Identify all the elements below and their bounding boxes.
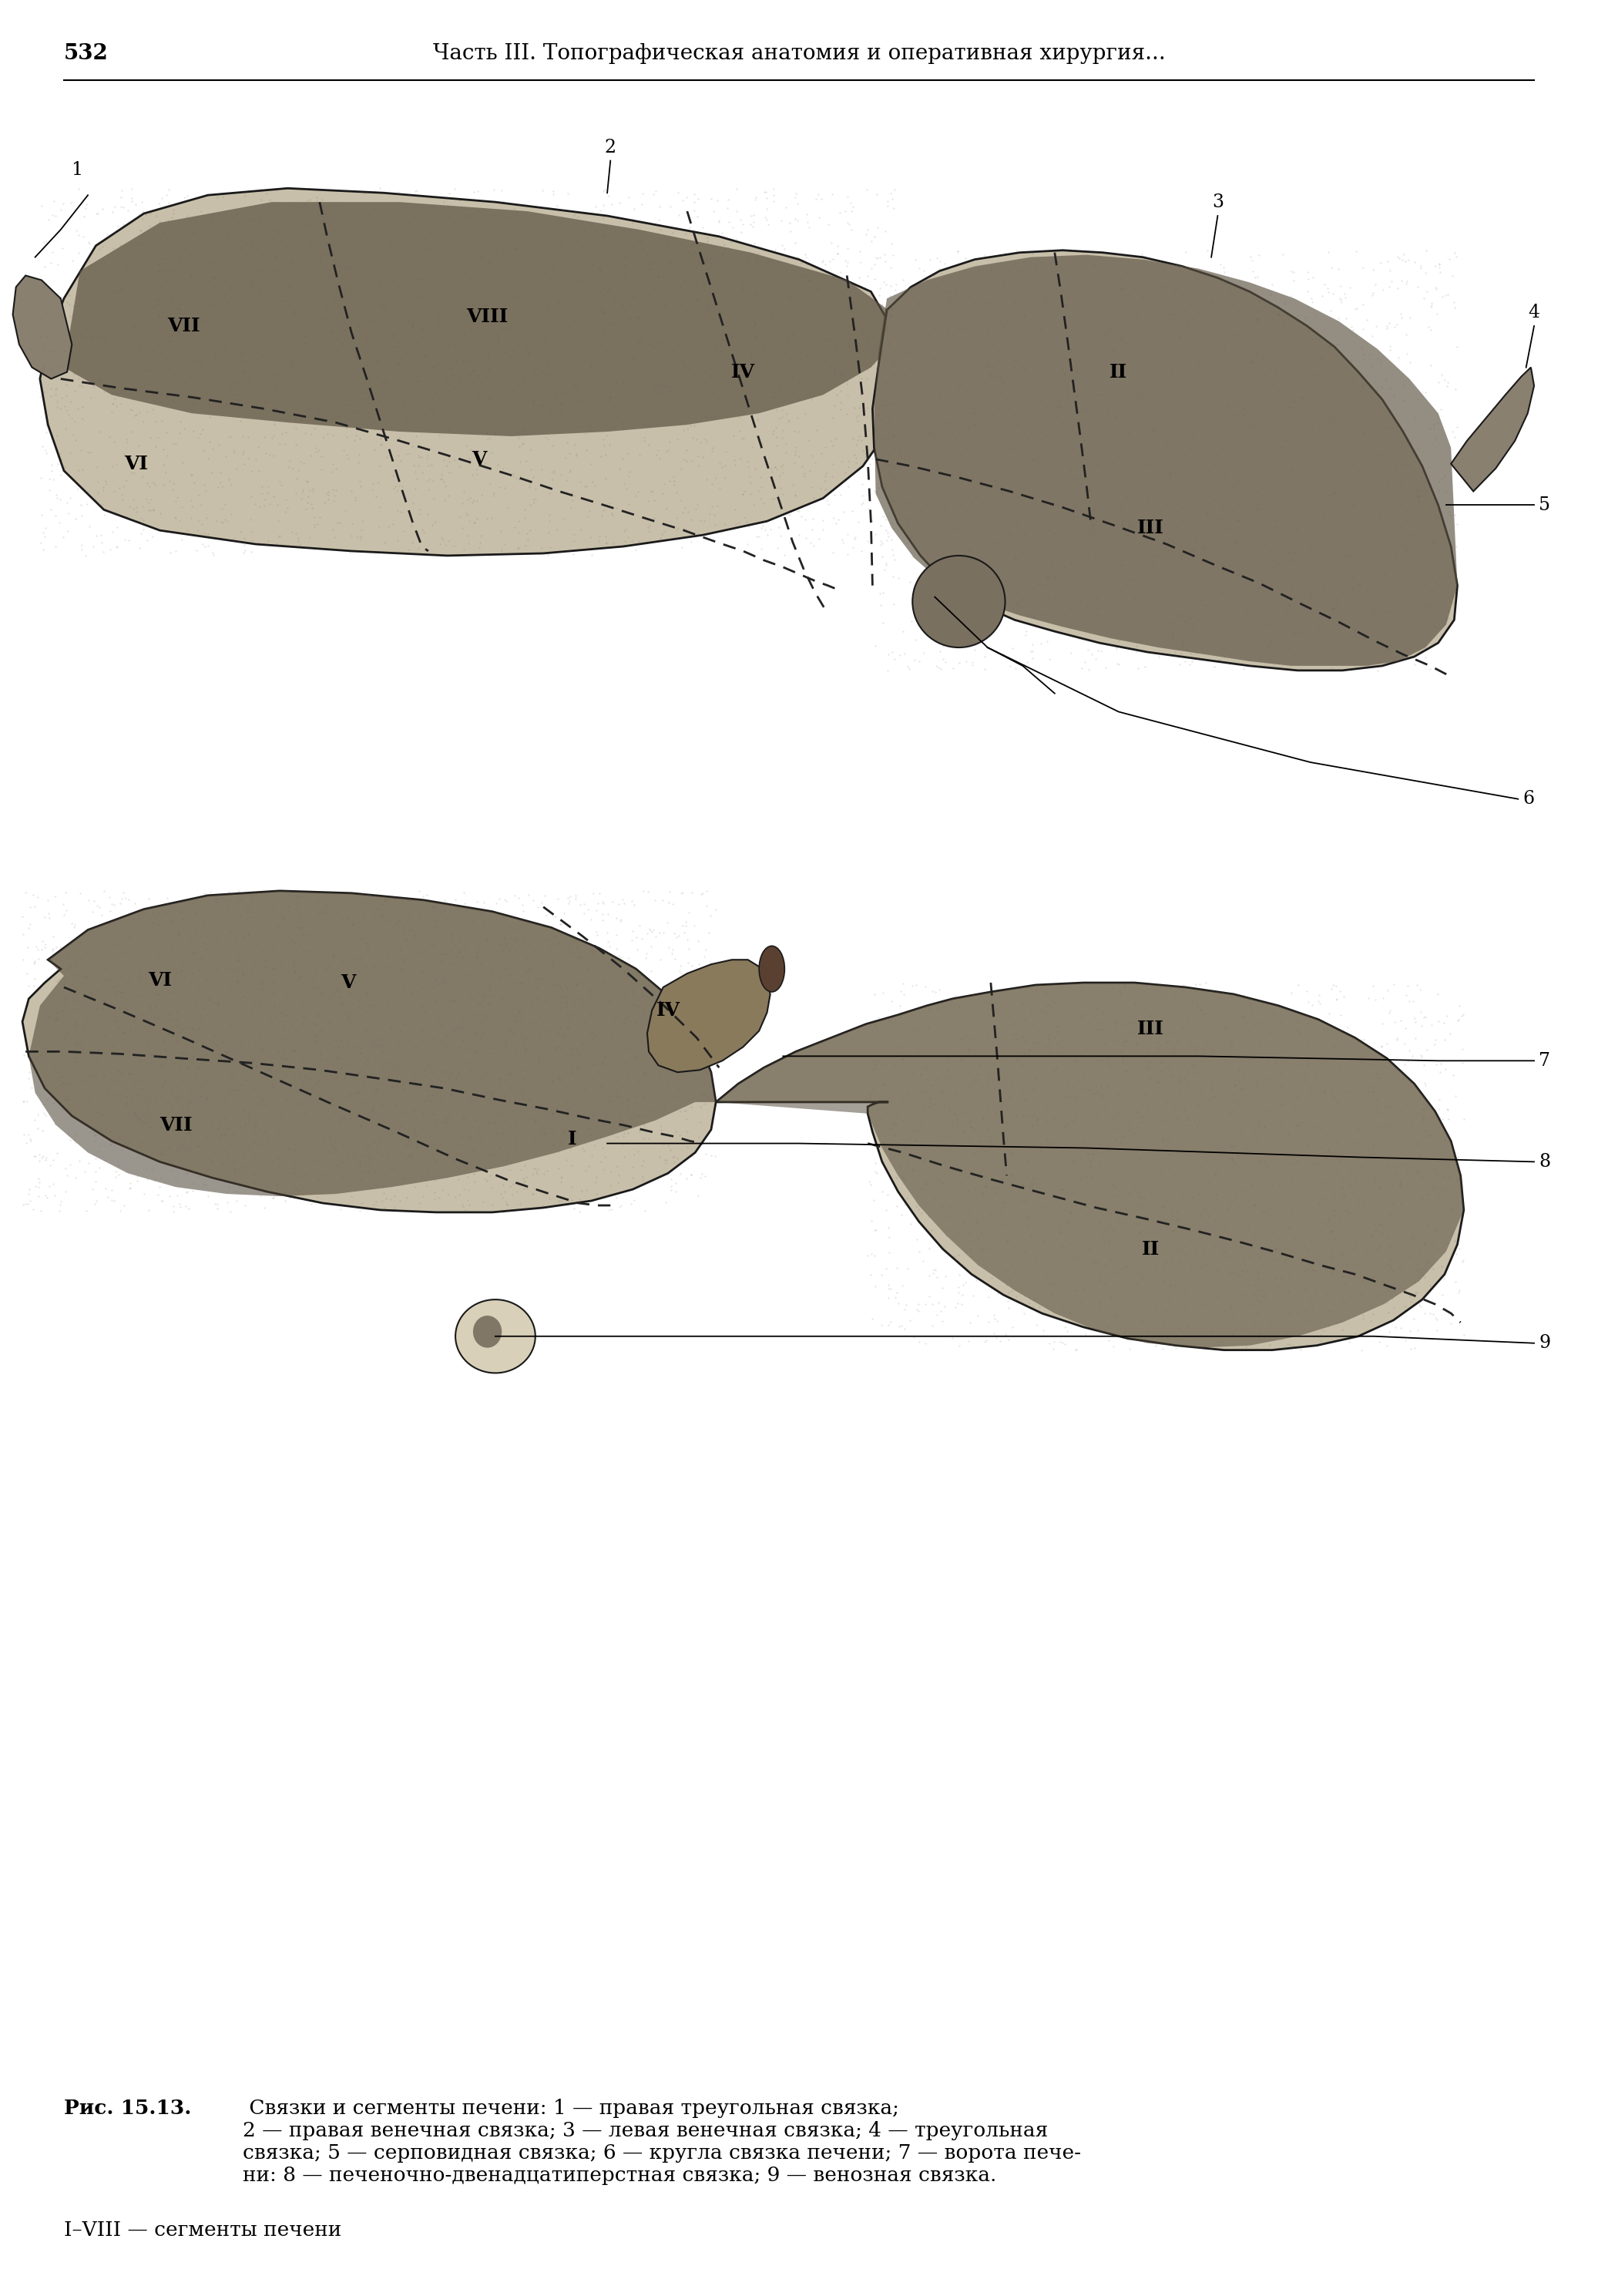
Text: I: I	[567, 1130, 577, 1148]
Text: 3: 3	[1211, 193, 1224, 211]
Text: 4: 4	[1528, 303, 1540, 321]
Polygon shape	[22, 891, 716, 1212]
Text: IV: IV	[732, 363, 754, 381]
Text: VII: VII	[160, 1116, 192, 1134]
Text: 532: 532	[64, 44, 109, 64]
Ellipse shape	[912, 556, 1005, 647]
Polygon shape	[64, 202, 903, 436]
Text: II: II	[1141, 1240, 1160, 1258]
Text: Рис. 15.13.: Рис. 15.13.	[64, 2099, 192, 2117]
Text: 7: 7	[1539, 1052, 1550, 1070]
Text: VI: VI	[149, 971, 171, 990]
Text: V: V	[471, 450, 487, 468]
Text: V: V	[340, 974, 356, 992]
Text: 1: 1	[70, 161, 83, 179]
Text: II: II	[1109, 363, 1128, 381]
Polygon shape	[716, 983, 1464, 1350]
Text: VI: VI	[125, 455, 147, 473]
Text: III: III	[1138, 1019, 1163, 1038]
Text: 5: 5	[1539, 496, 1550, 514]
Polygon shape	[1451, 367, 1534, 491]
Text: IV: IV	[657, 1001, 679, 1019]
Polygon shape	[874, 255, 1457, 666]
Polygon shape	[40, 188, 903, 556]
Polygon shape	[647, 960, 770, 1072]
Text: 8: 8	[1539, 1153, 1550, 1171]
Polygon shape	[716, 983, 1464, 1348]
Polygon shape	[873, 250, 1457, 670]
Text: Часть III. Топографическая анатомия и оперативная хирургия...: Часть III. Топографическая анатомия и оп…	[433, 44, 1165, 64]
Text: 2: 2	[604, 138, 617, 156]
Text: Связки и сегменты печени: 1 — правая треугольная связка;
2 — правая венечная свя: Связки и сегменты печени: 1 — правая тре…	[243, 2099, 1082, 2186]
Ellipse shape	[759, 946, 785, 992]
Text: 9: 9	[1539, 1334, 1550, 1352]
Text: I–VIII — сегменты печени: I–VIII — сегменты печени	[64, 2220, 342, 2239]
Polygon shape	[29, 891, 716, 1196]
Ellipse shape	[473, 1316, 502, 1348]
Ellipse shape	[455, 1300, 535, 1373]
Text: VII: VII	[168, 317, 200, 335]
Polygon shape	[13, 276, 72, 379]
Text: III: III	[1138, 519, 1163, 537]
Text: 6: 6	[1523, 790, 1534, 808]
Text: VIII: VIII	[467, 308, 508, 326]
